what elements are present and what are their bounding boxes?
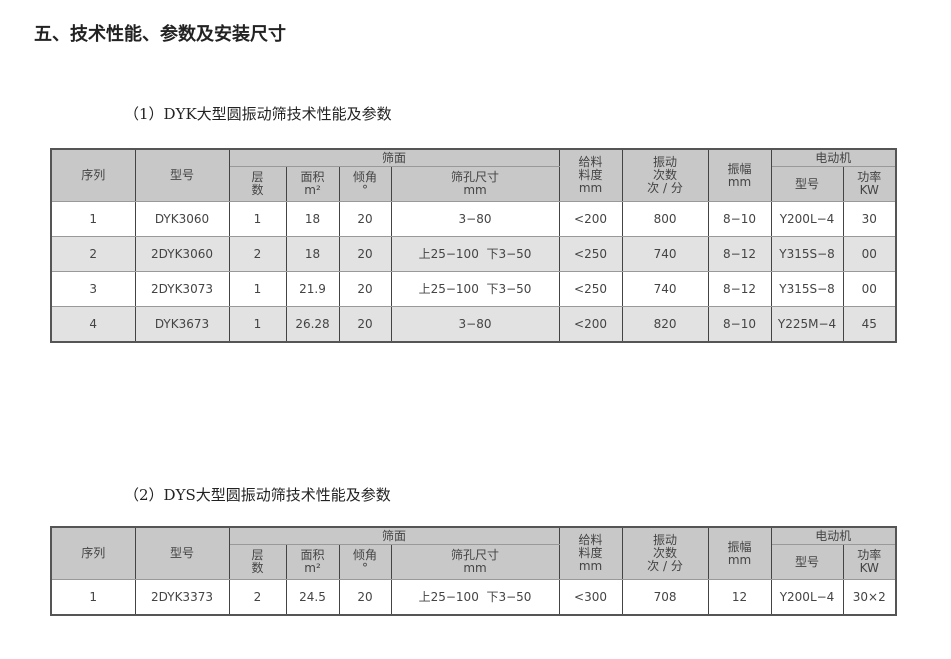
table-title: （2）DYS大型圆振动筛技术性能及参数 [124,486,391,504]
table-cell: 2DYK3073 [134,271,230,307]
table-cell: 8−10 [707,201,772,237]
table-row: 1 2DYK3373 2 24.5 20 上25−100 下3−50 <300 708 12 Y2… [50,579,897,616]
table-cell: 2DYK3373 [134,579,230,616]
header-feed: 给料 料度 mm [558,527,623,580]
header-seq: 序列 [50,149,136,202]
table-cell: 20 [338,306,392,343]
table-cell: 26.28 [285,306,340,343]
table-cell: 3 [50,271,136,307]
table-cell: 1 [228,306,287,343]
table-title: （1）DYK大型圆振动筛技术性能及参数 [124,105,392,123]
table-cell: 2 [228,236,287,272]
header-angle: 倾角 ° [338,166,392,202]
table-cell: 18 [285,201,340,237]
table-cell: 1 [228,201,287,237]
table-cell: 8−10 [707,306,772,343]
header-vib: 振动 次数次 / 分 [621,149,709,202]
header-model: 型号 [134,527,230,580]
table-row: 2 2DYK3060 2 18 20 上25−100 下3−50 <250 740 8−12 Y3… [50,236,897,272]
table-cell: DYK3673 [134,306,230,343]
header-aperture: 筛孔尺寸 mm [390,544,560,580]
table-cell: 20 [338,236,392,272]
table-cell: 20 [338,579,392,616]
table-cell: 00 [842,271,897,307]
table-cell: 4 [50,306,136,343]
table-cell: 12 [707,579,772,616]
table-cell: 800 [621,201,709,237]
table-cell: 30 [842,201,897,237]
table-cell: 2 [228,579,287,616]
table-cell: <250 [558,271,623,307]
table-row: 1 DYK3060 1 18 20 3−80 <200 800 8−10 Y200L−4 30 [50,201,897,237]
table-cell: 1 [50,201,136,237]
table-cell: 8−12 [707,271,772,307]
table-cell: 708 [621,579,709,616]
table-row: 4 DYK3673 1 26.28 20 3−80 <200 820 8−10 Y225M−4 45 [50,306,897,343]
header-area: 面积 m² [285,544,340,580]
table-cell: <200 [558,201,623,237]
table-cell: 21.9 [285,271,340,307]
header-screen: 筛面 [228,149,560,167]
header-angle: 倾角 ° [338,544,392,580]
table-cell: 上25−100 下3−50 [390,579,560,616]
header-power: 功率 KW [842,166,897,202]
table-cell: Y200L−4 [770,579,844,616]
table-cell: 3−80 [390,306,560,343]
section-heading: 五、技术性能、参数及安装尺寸 [34,24,286,45]
table-cell: 3−80 [390,201,560,237]
header-layers: 层数 [228,166,287,202]
table-cell: <200 [558,306,623,343]
table-cell: 820 [621,306,709,343]
table-cell: DYK3060 [134,201,230,237]
table-cell: 上25−100 下3−50 [390,271,560,307]
header-area: 面积 m² [285,166,340,202]
table-cell: 2 [50,236,136,272]
spec-table: 序列 型号 筛面 给料 料度 mm 振动 次数次 / 分振幅 mm 电动机层数面积 m² 倾角 ° 筛孔尺… [50,526,898,616]
header-layers: 层数 [228,544,287,580]
table-cell: 740 [621,236,709,272]
header-model: 型号 [134,149,230,202]
table-row: 3 2DYK3073 1 21.9 20 上25−100 下3−50 <250 740 8−12… [50,271,897,307]
header-vib: 振动 次数次 / 分 [621,527,709,580]
header-motor-model: 型号 [770,166,844,202]
header-seq: 序列 [50,527,136,580]
header-aperture: 筛孔尺寸 mm [390,166,560,202]
header-motor: 电动机 [770,149,897,167]
table-cell: 1 [50,579,136,616]
table-cell: Y200L−4 [770,201,844,237]
header-amp: 振幅 mm [707,149,772,202]
table-cell: 1 [228,271,287,307]
header-motor: 电动机 [770,527,897,545]
header-feed: 给料 料度 mm [558,149,623,202]
table-cell: 24.5 [285,579,340,616]
table-cell: <250 [558,236,623,272]
table-cell: Y225M−4 [770,306,844,343]
header-power: 功率 KW [842,544,897,580]
table-cell: 18 [285,236,340,272]
table-cell: 上25−100 下3−50 [390,236,560,272]
table-cell: 30×2 [842,579,897,616]
table-cell: Y315S−8 [770,236,844,272]
table-cell: 20 [338,271,392,307]
table-cell: <300 [558,579,623,616]
header-screen: 筛面 [228,527,560,545]
table-cell: Y315S−8 [770,271,844,307]
table-cell: 20 [338,201,392,237]
spec-table: 序列 型号 筛面 给料 料度 mm 振动 次数次 / 分振幅 mm 电动机层数面积 m² 倾角 ° 筛孔尺… [50,148,898,343]
header-amp: 振幅 mm [707,527,772,580]
table-cell: 8−12 [707,236,772,272]
table-cell: 2DYK3060 [134,236,230,272]
table-cell: 00 [842,236,897,272]
table-cell: 740 [621,271,709,307]
header-motor-model: 型号 [770,544,844,580]
table-cell: 45 [842,306,897,343]
